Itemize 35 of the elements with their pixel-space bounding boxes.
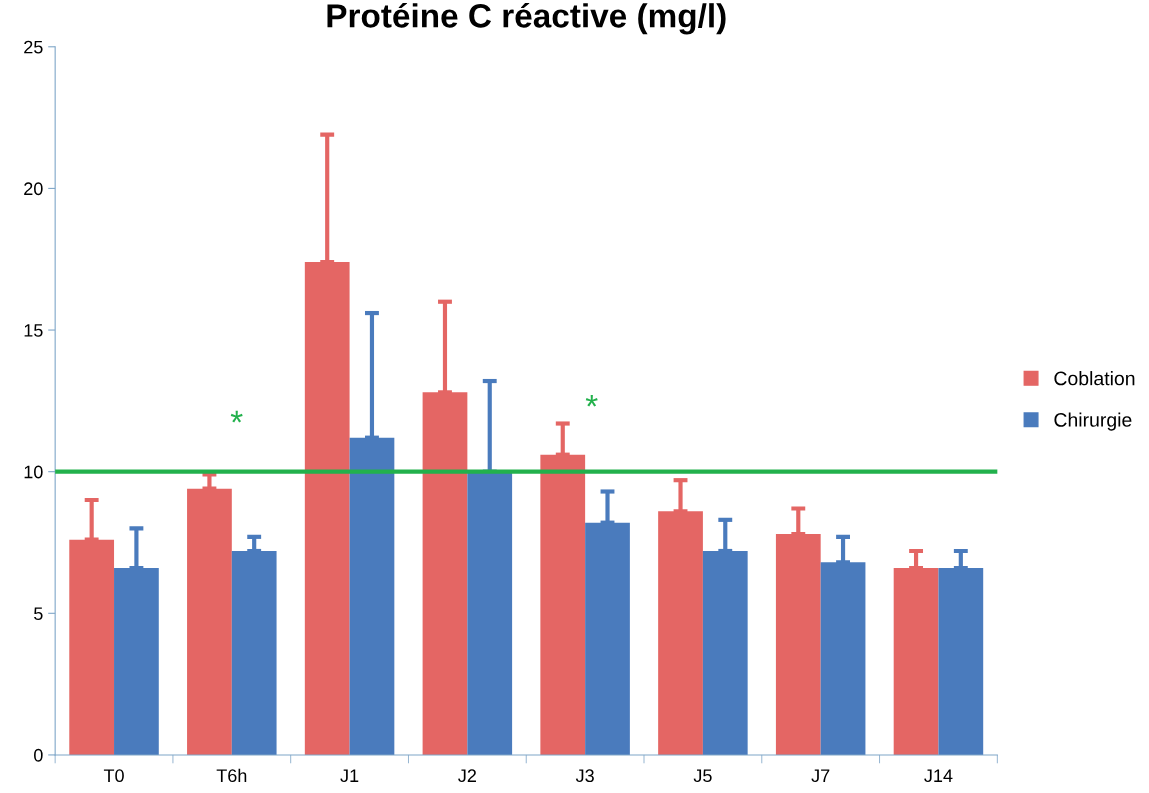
annotation: * [230, 410, 243, 423]
annotation: * [585, 394, 598, 407]
x-tick-label: J1 [340, 769, 359, 783]
bar [938, 567, 984, 755]
y-tick-label: 0 [34, 748, 43, 762]
chart-title: Protéine C réactive (mg/l) [327, 2, 726, 35]
x-tick-label: J14 [924, 769, 953, 783]
x-tick-label: J5 [693, 769, 712, 783]
x-tick-label: J7 [811, 769, 830, 783]
bar [585, 522, 630, 755]
y-tick-label: 5 [34, 607, 43, 621]
y-tick-label: 15 [24, 324, 43, 337]
bar [540, 454, 586, 755]
bar [775, 533, 821, 755]
y-tick-label: 10 [24, 465, 43, 479]
legend-label: Coblation [1054, 371, 1135, 386]
bar [820, 562, 866, 755]
bar [658, 511, 703, 755]
bar [304, 262, 350, 755]
legend-label: Chirurgie [1054, 412, 1132, 431]
bar [702, 550, 748, 755]
bar [231, 550, 277, 755]
bar [69, 539, 115, 755]
bar [467, 471, 513, 755]
bar [187, 488, 232, 755]
bar [349, 437, 395, 755]
y-tick-label: 25 [24, 40, 43, 54]
x-tick-label: T0 [103, 769, 124, 783]
bar [893, 567, 939, 755]
x-tick-label: T6h [216, 768, 247, 783]
bar [422, 392, 468, 755]
x-tick-label: J3 [575, 769, 594, 783]
bar [114, 567, 159, 755]
y-tick-label: 20 [24, 182, 43, 196]
x-tick-label: J2 [458, 769, 476, 783]
